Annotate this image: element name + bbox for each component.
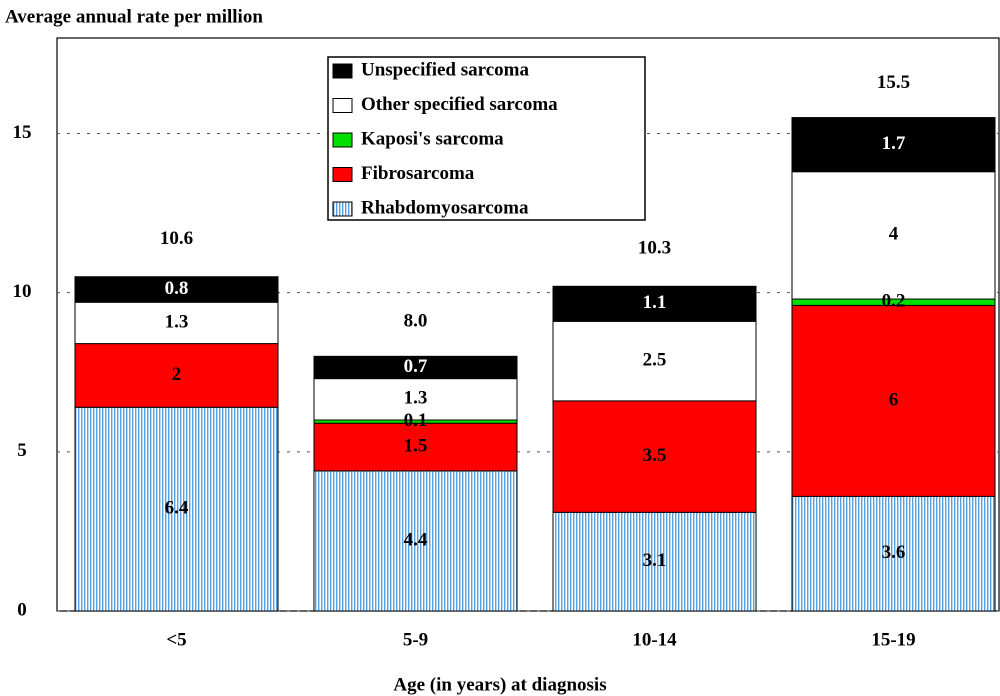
- bar-segment: [313, 422, 518, 472]
- data-label: 0.1: [404, 410, 428, 431]
- bar-segment: [791, 117, 996, 173]
- total-label: 10.6: [160, 228, 193, 249]
- bar-segment: [74, 276, 279, 303]
- data-label: 0.7: [404, 356, 428, 377]
- legend-box: [327, 56, 646, 221]
- data-label: 3.5: [643, 445, 667, 466]
- data-label: 0.2: [882, 291, 906, 312]
- legend-swatch: [332, 201, 353, 217]
- x-tick-label: 5-9: [403, 629, 428, 650]
- bar-segment: [313, 355, 518, 380]
- data-label: 1.7: [882, 133, 906, 154]
- y-tick-label: 5: [17, 440, 27, 461]
- legend-swatch: [332, 132, 353, 148]
- y-tick-label: 10: [13, 281, 32, 302]
- data-label: 3.6: [882, 542, 906, 563]
- bar-segment: [552, 400, 757, 513]
- bar-segment: [552, 320, 757, 402]
- data-label: 1.3: [165, 311, 189, 332]
- data-label: 2.5: [643, 349, 667, 370]
- legend-swatch: [332, 167, 353, 182]
- bar-segment: [791, 495, 996, 612]
- bar-segment: [313, 470, 518, 612]
- bar-segment: [791, 171, 996, 300]
- x-tick-label: <5: [166, 629, 186, 650]
- data-label: 4.4: [404, 529, 428, 550]
- bar-segment: [313, 378, 518, 421]
- data-label: 0.8: [165, 278, 189, 299]
- legend-label: Fibrosarcoma: [361, 163, 475, 184]
- x-axis-label: Age (in years) at diagnosis: [393, 674, 606, 695]
- bar-segment: [74, 343, 279, 408]
- bar-segment: [74, 301, 279, 345]
- legend-label: Other specified sarcoma: [361, 94, 558, 115]
- legend-label: Unspecified sarcoma: [361, 59, 529, 80]
- bar-segment: [74, 406, 279, 612]
- total-label: 8.0: [404, 311, 428, 332]
- legend-swatch: [332, 63, 353, 79]
- y-axis-label: Average annual rate per million: [5, 6, 263, 27]
- bar-segment: [552, 511, 757, 612]
- data-label: 3.1: [643, 550, 667, 571]
- bar-segment: [791, 304, 996, 497]
- legend-label: Rhabdomyosarcoma: [361, 197, 529, 218]
- data-label: 2: [172, 364, 182, 385]
- bar-segment: [552, 285, 757, 322]
- data-label: 1.5: [404, 435, 428, 456]
- data-label: 1.3: [404, 388, 428, 409]
- y-tick-label: 0: [17, 599, 27, 620]
- data-label: 4: [889, 224, 899, 245]
- y-tick-label: 15: [13, 122, 32, 143]
- data-label: 6: [889, 389, 899, 410]
- data-label: 6.4: [165, 497, 189, 518]
- legend-swatch: [332, 98, 353, 113]
- legend-label: Kaposi's sarcoma: [361, 128, 504, 149]
- x-tick-label: 10-14: [632, 629, 677, 650]
- total-label: 15.5: [877, 72, 910, 93]
- x-tick-label: 15-19: [871, 629, 915, 650]
- total-label: 10.3: [638, 237, 671, 258]
- data-label: 1.1: [643, 292, 667, 313]
